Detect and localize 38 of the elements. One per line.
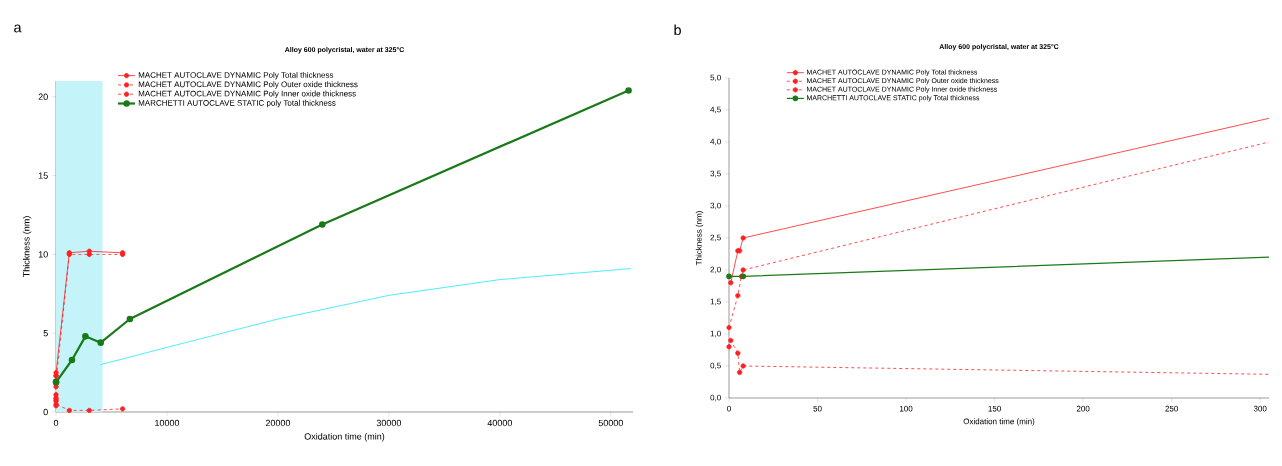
x-tick-label: 50 xyxy=(813,405,822,412)
legend-label: MACHET AUTOCLAVE DYNAMIC Poly Outer oxide thickness xyxy=(138,81,358,89)
text: a xyxy=(14,24,22,33)
y-tick-label: 5 xyxy=(43,330,48,337)
y-tick-label: 15 xyxy=(38,172,48,179)
x-axis-title: Oxidation time (min) xyxy=(304,433,385,442)
x-tick-label: 40000 xyxy=(487,419,513,427)
x-tick-label: 30000 xyxy=(376,419,402,427)
x-tick-label: 50000 xyxy=(598,419,623,427)
y-tick-label: 5,0 xyxy=(710,74,721,82)
x-axis-title: Oxidation time (min) xyxy=(963,418,1035,426)
legend-label: MACHET AUTOCLAVE DYNAMIC Poly Inner oxide thickness xyxy=(138,90,356,99)
y-tick-label: 1,5 xyxy=(710,298,721,306)
x-tick-label: 100 xyxy=(900,405,913,412)
y-axis-title: Thickness (nm) xyxy=(22,216,32,278)
y-tick-label: 0,5 xyxy=(710,362,721,370)
x-tick-label: 0 xyxy=(727,405,731,412)
text: b xyxy=(674,24,681,36)
x-tick-label: 150 xyxy=(988,405,1001,412)
x-tick-label: 250 xyxy=(1165,405,1178,412)
y-tick-label: 2,5 xyxy=(710,234,721,242)
y-tick-label: 3,0 xyxy=(710,202,721,210)
legend-label: MARCHETTI AUTOCLAVE STATIC poly Total thickness xyxy=(138,99,336,108)
y-axis-title: Thickness (nm) xyxy=(695,211,704,266)
y-tick-label: 0,0 xyxy=(710,394,721,402)
legend-label: MACHET AUTOCLAVE DYNAMIC Poly Total thickness xyxy=(138,71,334,80)
y-tick-label: 10 xyxy=(38,251,48,258)
y-tick-label: 4,5 xyxy=(710,106,721,114)
x-tick-label: 200 xyxy=(1076,405,1090,412)
y-tick-label: 4,0 xyxy=(710,138,721,146)
x-tick-label: 300 xyxy=(1253,405,1267,412)
y-tick-label: 2,0 xyxy=(710,266,721,274)
y-tick-label: 3,5 xyxy=(710,170,721,178)
y-tick-label: 1,0 xyxy=(710,330,721,338)
x-tick-label: 0 xyxy=(53,419,59,427)
x-tick-label: 10000 xyxy=(155,419,180,427)
x-tick-label: 20000 xyxy=(265,419,291,427)
y-tick-label: 20 xyxy=(38,93,48,100)
